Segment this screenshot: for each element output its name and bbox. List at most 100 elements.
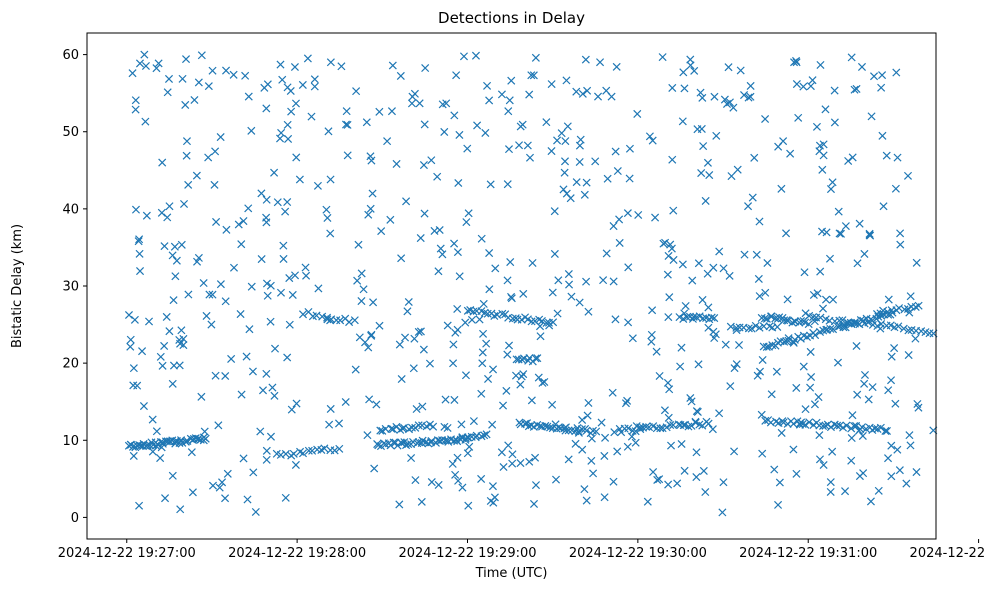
detection-marker (525, 90, 534, 99)
detection-marker (392, 159, 401, 168)
detection-marker (561, 137, 570, 146)
detection-marker (755, 323, 764, 332)
detection-marker (806, 347, 815, 356)
detection-marker (860, 379, 869, 388)
detection-marker (777, 428, 786, 437)
detection-marker (725, 271, 734, 280)
detection-marker (828, 447, 837, 456)
detection-marker (887, 352, 896, 361)
detection-marker (481, 128, 490, 137)
detection-marker (266, 317, 275, 326)
detection-marker (276, 288, 286, 297)
detection-marker (611, 147, 620, 156)
detection-marker (313, 181, 322, 190)
detection-marker (592, 427, 601, 436)
detection-marker (342, 107, 351, 116)
detection-marker (156, 454, 165, 463)
detection-marker (397, 254, 406, 263)
chart-title: Detections in Delay (438, 9, 585, 27)
detection-marker (903, 171, 913, 180)
detection-marker (136, 267, 145, 276)
detection-marker (527, 396, 536, 405)
detection-marker (842, 421, 851, 430)
x-tick-label: 2024-12-22 19:30:00 (569, 546, 707, 561)
detection-marker (172, 256, 181, 265)
detection-marker (298, 80, 307, 89)
detection-marker (258, 386, 268, 395)
detection-marker (350, 316, 359, 325)
detection-marker (361, 338, 370, 347)
detection-marker (578, 89, 587, 98)
detection-marker (852, 421, 861, 430)
detection-marker (192, 171, 201, 180)
detection-marker (777, 184, 786, 193)
detection-marker (835, 229, 844, 238)
detection-marker (692, 473, 701, 482)
detection-marker (633, 109, 642, 118)
detection-marker (480, 308, 489, 317)
detection-marker (829, 325, 838, 334)
detection-marker (129, 451, 138, 460)
detection-marker (870, 72, 879, 81)
detection-marker (623, 209, 632, 218)
detection-marker (263, 80, 272, 89)
detection-marker (222, 66, 231, 75)
detection-marker (247, 282, 256, 291)
detection-marker (878, 131, 887, 140)
detection-marker (884, 454, 893, 463)
detection-marker (504, 145, 514, 154)
detection-marker (177, 436, 186, 445)
detection-marker (135, 501, 144, 510)
detection-marker (904, 351, 913, 360)
detection-marker (497, 448, 506, 457)
detection-marker (732, 360, 741, 369)
detection-marker (395, 500, 404, 509)
detection-marker (730, 364, 739, 373)
detection-marker (461, 318, 470, 327)
detection-marker (575, 141, 584, 150)
detection-marker (158, 361, 167, 370)
detection-marker (580, 485, 589, 494)
detection-marker (564, 426, 573, 435)
detection-marker (486, 180, 495, 189)
detection-marker (215, 483, 224, 492)
detection-marker (163, 213, 172, 222)
detection-marker (599, 276, 608, 285)
detection-marker (343, 151, 352, 160)
detection-marker (905, 431, 914, 440)
detection-marker (531, 481, 541, 490)
detection-marker (291, 99, 300, 108)
detection-marker (281, 207, 290, 216)
detection-marker (912, 468, 921, 477)
detection-marker (755, 292, 764, 301)
detection-marker (434, 267, 443, 276)
detection-marker (546, 423, 555, 432)
detection-marker (388, 61, 397, 70)
detection-marker (621, 399, 630, 408)
detection-marker (666, 420, 675, 430)
detection-marker (911, 334, 920, 343)
detection-marker (455, 272, 464, 281)
detection-marker (160, 242, 169, 251)
detection-marker (199, 278, 208, 288)
detection-marker (669, 206, 678, 215)
detection-marker (553, 136, 562, 145)
detection-marker (409, 364, 418, 373)
detection-marker (677, 343, 686, 352)
detection-marker (170, 242, 179, 251)
detection-marker (528, 258, 537, 268)
detection-marker (227, 354, 236, 363)
detection-marker (270, 344, 280, 353)
detection-marker (680, 84, 689, 93)
detection-marker (478, 359, 487, 368)
detection-marker (600, 451, 609, 460)
detection-marker (542, 318, 551, 327)
detection-marker (765, 322, 774, 331)
detection-marker (882, 151, 891, 160)
detection-marker (699, 142, 708, 151)
detection-marker (277, 128, 286, 137)
detection-marker (506, 258, 515, 267)
detection-marker (366, 204, 375, 213)
detection-marker (168, 379, 177, 388)
detection-marker (310, 82, 319, 91)
